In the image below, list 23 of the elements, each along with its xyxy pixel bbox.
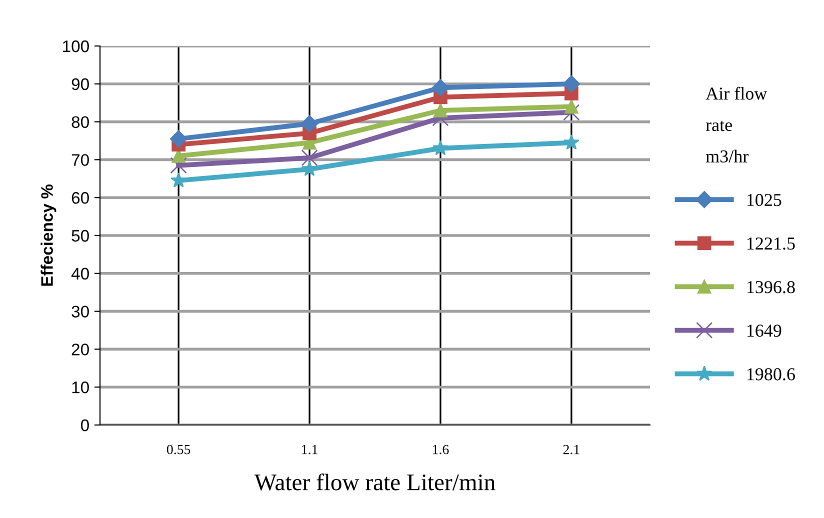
y-tick-label: 80 [72, 116, 89, 128]
y-tick-label: 50 [72, 230, 89, 242]
x-tick-label: 1.1 [302, 444, 318, 454]
y-tick-label: 70 [72, 154, 89, 166]
legend-label: 1221.5 [747, 238, 795, 250]
legend-label: 1396.8 [747, 281, 795, 294]
y-tick-label: 100 [63, 40, 89, 52]
legend-title: Air flow rate m3/hr [706, 86, 768, 163]
legend-label: 1025 [747, 194, 782, 206]
y-tick-label: 10 [72, 382, 89, 394]
x-tick-label: 2.1 [563, 444, 580, 454]
y-tick-label: 40 [71, 268, 89, 280]
y-tick-label: 0 [80, 419, 89, 432]
legend-label: 1649 [747, 324, 782, 337]
y-tick-label: 60 [72, 192, 89, 204]
y-tick-label: 90 [72, 78, 89, 90]
legend-label: 1980.6 [747, 368, 795, 380]
x-tick-label: 1.6 [433, 444, 449, 454]
y-tick-label: 30 [72, 306, 89, 318]
x-axis-title: Water flow rate Liter/min [254, 473, 496, 490]
x-tick-label: 0.55 [166, 444, 190, 454]
y-axis-title: Effeciency % [40, 184, 56, 286]
y-tick-label: 20 [72, 344, 89, 356]
